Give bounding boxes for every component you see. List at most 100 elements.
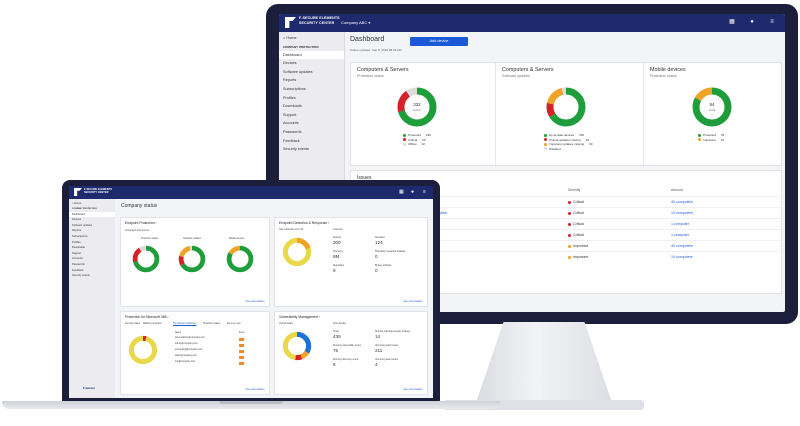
sidebar-item-subscriptions[interactable]: Subscriptions bbox=[283, 86, 306, 91]
mailbox-row[interactable]: accounting@company.com bbox=[175, 349, 203, 351]
sidebar-item-downloads[interactable]: Downloads bbox=[72, 246, 85, 250]
company-selector[interactable]: Company ABC ▾ bbox=[341, 20, 371, 25]
edr-stat-label: Overview bbox=[333, 229, 343, 231]
sidebar-item-devices[interactable]: Devices bbox=[72, 218, 82, 222]
issue-amount-link[interactable]: 1 computer bbox=[671, 233, 689, 237]
issue-amount-link[interactable]: 40 computers bbox=[671, 244, 693, 248]
vuln-stat-label: Running vulnerability scans bbox=[333, 345, 361, 347]
card-subtitle: Software updates bbox=[502, 74, 530, 78]
add-device-button[interactable]: Add device bbox=[410, 37, 468, 46]
grid-icon[interactable]: ▦ bbox=[729, 19, 735, 25]
legend-item: Important updates missing 60 bbox=[544, 142, 593, 147]
mini-donut-updates bbox=[178, 245, 206, 273]
panel-vulnerability-management[interactable]: Vulnerability Management › Overall statu… bbox=[274, 311, 428, 395]
menu-icon[interactable]: ≡ bbox=[770, 19, 774, 25]
user-icon[interactable]: ● bbox=[750, 19, 754, 25]
sidebar-item-subscriptions[interactable]: Subscriptions bbox=[72, 234, 88, 238]
sidebar-item-reports[interactable]: Reports bbox=[72, 229, 82, 233]
sidebar-item-accounts[interactable]: Accounts bbox=[72, 257, 83, 261]
sidebar-item-reports[interactable]: Reports bbox=[283, 78, 297, 83]
legend-item: Critical 66 bbox=[403, 138, 431, 143]
table-row[interactable]: Critical 1 computer bbox=[351, 218, 781, 229]
sidebar-item-profiles[interactable]: Profiles bbox=[72, 240, 81, 244]
card-mobile-protection[interactable]: Mobile devices Protection status 94 Tota… bbox=[643, 63, 783, 167]
see-more-link[interactable]: See more details › bbox=[245, 300, 265, 303]
mailbox-row[interactable]: sales@company.com bbox=[175, 355, 197, 357]
sidebar-item-support[interactable]: Support bbox=[283, 112, 297, 117]
tab-security-status[interactable]: Security status bbox=[125, 323, 141, 325]
donut-ring bbox=[128, 335, 158, 365]
see-more-link[interactable]: See more details › bbox=[403, 300, 423, 303]
mailbox-row[interactable]: admin@company.com bbox=[175, 343, 198, 345]
fsecure-footer-logo: F-Secure bbox=[83, 386, 95, 390]
sidebar-item-passwords[interactable]: Passwords bbox=[72, 262, 85, 266]
vuln-stat-label: Upcoming asset scans bbox=[375, 359, 399, 361]
card-computers-protection[interactable]: Computers & Servers Protection status 33… bbox=[351, 63, 495, 167]
sidebar-item-security-events[interactable]: Security events bbox=[283, 147, 309, 152]
issue-amount-link[interactable]: 1 computer bbox=[671, 222, 689, 226]
laptop-lid: F-SECURE ELEMENTS SECURITY CENTER ▦ ● ≡ … bbox=[62, 180, 440, 402]
see-more-link[interactable]: See more details › bbox=[245, 388, 265, 391]
sidebar-item-passwords[interactable]: Passwords bbox=[283, 129, 302, 134]
edr-stat-label: Telemetry bbox=[333, 251, 343, 253]
mini-donut-mobile bbox=[226, 245, 254, 273]
grid-icon[interactable]: ▦ bbox=[399, 189, 404, 195]
sidebar-item-security-events[interactable]: Security events bbox=[72, 274, 90, 278]
tab-items-by-type[interactable]: Items by type bbox=[227, 323, 241, 325]
tab-protection-status[interactable]: Protection status bbox=[203, 323, 221, 325]
donut-segment bbox=[178, 245, 206, 273]
donut-segment bbox=[397, 87, 437, 127]
severity-dot bbox=[568, 211, 571, 215]
issue-amount-link[interactable]: 10 computers bbox=[671, 211, 693, 215]
sidebar-item-home[interactable]: ⌂ Home bbox=[72, 202, 82, 205]
donut-segment bbox=[132, 245, 160, 273]
col-name: Name bbox=[175, 332, 182, 334]
sidebar-item-support[interactable]: Support bbox=[72, 251, 82, 255]
donut-segment bbox=[128, 335, 158, 365]
sidebar-item-software-updates[interactable]: Software updates bbox=[283, 69, 313, 74]
legend-dot bbox=[403, 133, 406, 137]
donut-chart-protection: 332 Active bbox=[397, 87, 437, 127]
mailbox-row[interactable]: peter.watkins@company.com bbox=[175, 337, 205, 339]
sidebar-item-feedback[interactable]: Feedback bbox=[72, 268, 84, 272]
sidebar-item-feedback[interactable]: Feedback bbox=[283, 138, 300, 143]
edr-stat-label: Broken software bbox=[375, 265, 392, 267]
edr-stat-value: 6M bbox=[333, 254, 340, 259]
sidebar-item-dashboard[interactable]: Dashboard bbox=[69, 211, 115, 218]
panel-microsoft-365[interactable]: Protection for Microsoft 365 › Security … bbox=[120, 311, 270, 395]
legend-item: Up-to-date devices 220 bbox=[544, 133, 593, 138]
issues-title: Issues bbox=[357, 175, 372, 181]
mailbox-row[interactable]: info@company.com bbox=[175, 361, 196, 363]
user-icon[interactable]: ● bbox=[411, 189, 415, 195]
see-more-link[interactable]: See more details › bbox=[403, 388, 423, 391]
vuln-stat-label: Scan activity bbox=[333, 323, 346, 325]
table-row[interactable]: Important 10 computers bbox=[351, 251, 781, 262]
sidebar-item-profiles[interactable]: Profiles bbox=[283, 95, 296, 100]
sidebar-item-accounts[interactable]: Accounts bbox=[283, 121, 299, 126]
sidebar-item-downloads[interactable]: Downloads bbox=[283, 104, 302, 109]
laptop-base bbox=[2, 401, 500, 409]
items-badge bbox=[239, 355, 244, 359]
edr-stat-label: Devices bbox=[333, 237, 342, 239]
sidebar-item-dashboard[interactable]: Dashboard bbox=[279, 50, 344, 60]
card-legend: Up-to-date devices 220 Critical updates m… bbox=[544, 133, 593, 151]
tab-top-affected-mailboxes[interactable]: Top affected mailboxes bbox=[173, 323, 197, 325]
panel-endpoint-protection[interactable]: Endpoint Protection › Computers and serv… bbox=[120, 217, 270, 307]
page-title: Dashboard bbox=[350, 36, 385, 43]
sidebar-item-home[interactable]: ⌂ Home bbox=[283, 36, 297, 40]
issue-amount-link[interactable]: 40 computers bbox=[671, 200, 693, 204]
sidebar-item-devices[interactable]: Devices bbox=[283, 61, 297, 66]
card-computers-software-updates[interactable]: Computers & Servers Software updates Up-… bbox=[495, 63, 643, 167]
issue-amount-link[interactable]: 10 computers bbox=[671, 255, 693, 259]
sidebar-item-software-updates[interactable]: Software updates bbox=[72, 223, 93, 227]
card-legend: Protected 236 Critical 66 Offline 32 bbox=[403, 133, 431, 147]
menu-icon[interactable]: ≡ bbox=[423, 189, 426, 195]
donut-center-value: 94 bbox=[709, 102, 715, 107]
panel-edr[interactable]: Endpoint Detection & Response › Open det… bbox=[274, 217, 428, 307]
table-row[interactable]: Critical 1 computer bbox=[351, 229, 781, 240]
tab-mailbox-protection[interactable]: Mailbox protection bbox=[143, 323, 162, 325]
col-label: Mobile devices bbox=[229, 238, 245, 240]
brand-line-1: F-SECURE ELEMENTS bbox=[84, 188, 113, 191]
donut-center-label: Total bbox=[709, 108, 716, 112]
